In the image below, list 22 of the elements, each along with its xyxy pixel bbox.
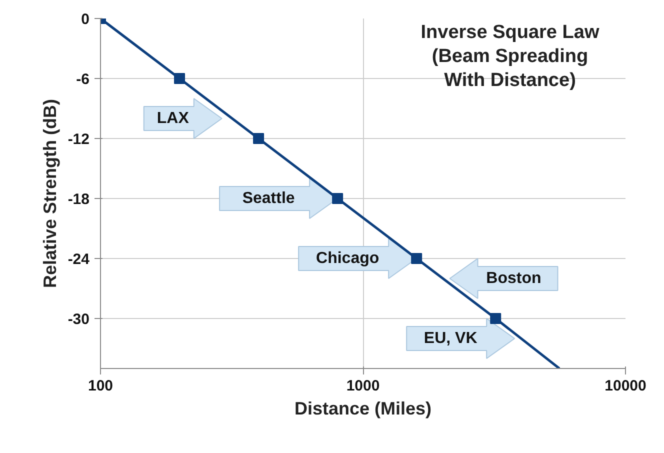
y-tick-label: 0 bbox=[81, 11, 90, 28]
annotation: Boston bbox=[486, 270, 542, 287]
annotation: EU, VK bbox=[424, 330, 478, 347]
annotation: LAX bbox=[156, 110, 190, 127]
y-tick-label: -24 bbox=[68, 251, 90, 268]
x-tick-label: 100 bbox=[88, 378, 114, 394]
y-tick-label: -6 bbox=[76, 71, 90, 88]
annotation: Chicago bbox=[316, 250, 380, 267]
x-axis-title: Distance (Miles) bbox=[294, 398, 432, 418]
x-tick-label: 1000 bbox=[346, 378, 380, 394]
point bbox=[174, 73, 186, 84]
y-axis-title: Relative Strength (dB) bbox=[40, 98, 60, 288]
y-tick-label: -30 bbox=[68, 311, 90, 328]
point bbox=[253, 133, 264, 144]
point bbox=[490, 313, 502, 324]
y-tick-label: -18 bbox=[68, 191, 90, 208]
y-tick-label: -12 bbox=[68, 131, 90, 148]
point bbox=[332, 193, 344, 204]
annotation: Seattle bbox=[242, 190, 295, 207]
text: Inverse Square Law (Beam Spreading With Distance) bbox=[420, 22, 600, 91]
point bbox=[411, 253, 422, 264]
x-tick-label: 10000 bbox=[604, 378, 646, 394]
